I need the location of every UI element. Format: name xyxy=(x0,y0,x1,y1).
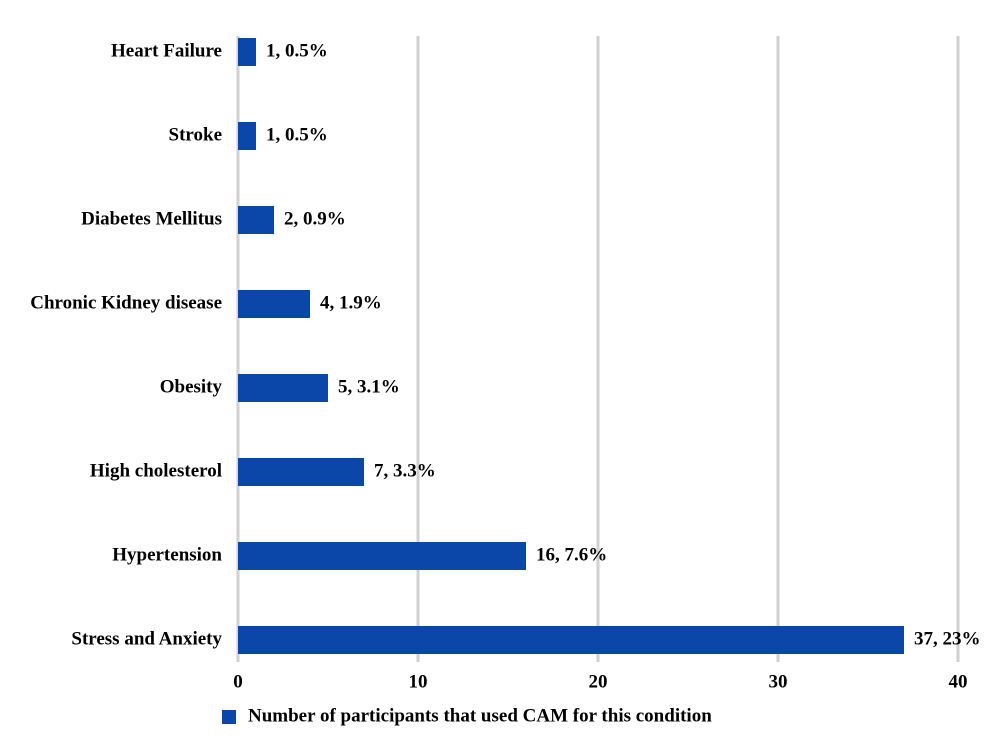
y-tick-label: Stroke xyxy=(169,124,222,145)
y-tick-label: Obesity xyxy=(160,376,223,397)
x-tick-label: 20 xyxy=(589,671,608,692)
bar xyxy=(238,626,904,654)
bar xyxy=(238,458,364,486)
x-tick-label: 40 xyxy=(949,671,968,692)
y-tick-label: Hypertension xyxy=(112,544,222,565)
bar xyxy=(238,542,526,570)
x-tick-label: 10 xyxy=(409,671,428,692)
y-tick-label: Heart Failure xyxy=(111,40,222,61)
data-label: 4, 1.9% xyxy=(320,292,382,313)
data-label: 1, 0.5% xyxy=(266,124,328,145)
bar xyxy=(238,290,310,318)
y-tick-label: High cholesterol xyxy=(90,460,222,481)
y-tick-label: Chronic Kidney disease xyxy=(30,292,222,313)
y-tick-label: Stress and Anxiety xyxy=(71,628,222,649)
data-label: 5, 3.1% xyxy=(338,376,400,397)
data-label: 16, 7.6% xyxy=(536,544,607,565)
bar xyxy=(238,122,256,150)
bar xyxy=(238,206,274,234)
data-label: 1, 0.5% xyxy=(266,40,328,61)
x-tick-label: 0 xyxy=(233,671,243,692)
data-label: 7, 3.3% xyxy=(374,460,436,481)
bar xyxy=(238,374,328,402)
data-label: 2, 0.9% xyxy=(284,208,346,229)
legend-label: Number of participants that used CAM for… xyxy=(248,705,712,726)
legend-swatch xyxy=(222,710,236,724)
y-tick-label: Diabetes Mellitus xyxy=(81,208,222,229)
data-label: 37, 23% xyxy=(914,628,981,649)
x-tick-label: 30 xyxy=(769,671,788,692)
bar xyxy=(238,38,256,66)
